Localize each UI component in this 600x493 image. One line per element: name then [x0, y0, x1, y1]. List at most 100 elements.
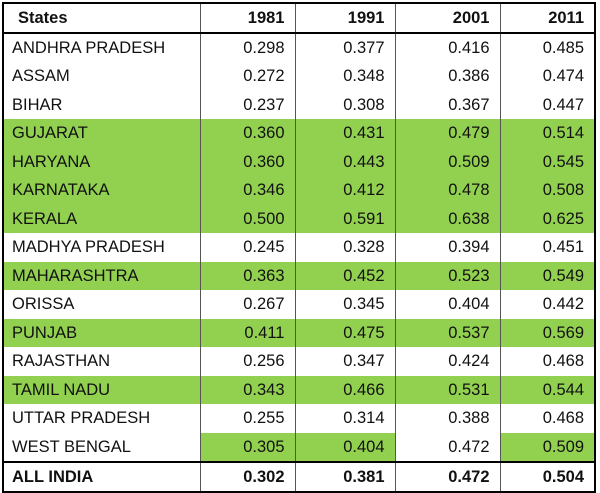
value-cell: 0.447 — [499, 90, 595, 119]
value-cell: 0.314 — [294, 404, 395, 433]
header-cell: 1991 — [294, 3, 395, 34]
state-cell: PUNJAB — [3, 318, 200, 347]
state-cell: ALL INDIA — [3, 460, 200, 492]
value-cell: 0.424 — [394, 347, 500, 376]
value-cell: 0.509 — [499, 432, 595, 462]
value-cell: 0.377 — [294, 33, 395, 62]
table-row: ANDHRA PRADESH 0.298 0.377 0.416 0.485 — [3, 33, 595, 62]
table-row: BIHAR 0.237 0.308 0.367 0.447 — [3, 90, 595, 119]
value-cell: 0.549 — [499, 261, 595, 290]
value-cell: 0.237 — [199, 90, 295, 119]
state-cell: RAJASTHAN — [12, 352, 111, 371]
table-row: MAHARASHTRA 0.363 0.452 0.523 0.549 — [3, 261, 595, 290]
value-cell: 0.343 — [199, 375, 295, 404]
state-cell: KARNATAKA — [3, 176, 200, 205]
header-cell: 2011 — [499, 3, 595, 34]
value-cell: 0.346 — [199, 176, 295, 205]
value-cell: 0.347 — [294, 347, 395, 376]
value-cell: 0.591 — [294, 204, 395, 233]
value-cell: 0.443 — [294, 147, 395, 176]
table-row: MADHYA PRADESH 0.245 0.328 0.394 0.451 — [3, 233, 595, 262]
value-cell: 0.485 — [499, 33, 595, 62]
value-cell: 0.404 — [394, 290, 500, 319]
table-row: GUJARAT 0.360 0.431 0.479 0.514 — [3, 119, 595, 148]
value-cell: 0.245 — [199, 233, 295, 262]
state-cell: ORISSA — [12, 295, 75, 314]
header-cell: States — [3, 3, 200, 34]
value-cell: 0.468 — [499, 404, 595, 433]
value-cell: 0.508 — [499, 176, 595, 205]
value-cell: 0.411 — [199, 318, 295, 347]
value-cell: 0.537 — [394, 318, 500, 347]
value-cell: 0.472 — [394, 460, 500, 492]
table-row: ORISSA 0.267 0.345 0.404 0.442 — [3, 290, 595, 319]
state-cell: ASSAM — [12, 67, 70, 86]
value-cell: 0.360 — [199, 147, 295, 176]
value-cell: 0.394 — [394, 233, 500, 262]
value-cell: 0.569 — [499, 318, 595, 347]
value-cell: 0.298 — [199, 33, 295, 62]
value-cell: 0.360 — [199, 119, 295, 148]
table-row: WEST BENGAL 0.305 0.404 0.472 0.509 — [3, 432, 595, 462]
table-row: KERALA 0.500 0.591 0.638 0.625 — [3, 204, 595, 233]
table-row: UTTAR PRADESH 0.255 0.314 0.388 0.468 — [3, 404, 595, 433]
state-cell: KERALA — [3, 204, 200, 233]
value-cell: 0.367 — [394, 90, 500, 119]
value-cell: 0.404 — [294, 432, 395, 462]
table-row: ASSAM 0.272 0.348 0.386 0.474 — [3, 62, 595, 91]
value-cell: 0.416 — [394, 33, 500, 62]
footer-row: ALL INDIA 0.302 0.381 0.472 0.504 — [3, 460, 595, 492]
state-cell: BIHAR — [12, 95, 63, 114]
value-cell: 0.272 — [199, 62, 295, 91]
header-row: States 1981 1991 2001 2011 — [3, 3, 595, 34]
value-cell: 0.451 — [499, 233, 595, 262]
table-row: TAMIL NADU 0.343 0.466 0.531 0.544 — [3, 375, 595, 404]
value-cell: 0.388 — [394, 404, 500, 433]
value-cell: 0.474 — [499, 62, 595, 91]
state-cell: WEST BENGAL — [12, 437, 131, 456]
value-cell: 0.504 — [499, 460, 595, 492]
state-cell: UTTAR PRADESH — [12, 409, 151, 428]
value-cell: 0.363 — [199, 261, 295, 290]
state-cell: MAHARASHTRA — [3, 261, 200, 290]
state-cell: MADHYA PRADESH — [12, 238, 165, 257]
value-cell: 0.431 — [294, 119, 395, 148]
table-row: RAJASTHAN 0.256 0.347 0.424 0.468 — [3, 347, 595, 376]
value-cell: 0.442 — [499, 290, 595, 319]
value-cell: 0.308 — [294, 90, 395, 119]
table-row: KARNATAKA 0.346 0.412 0.478 0.508 — [3, 176, 595, 205]
value-cell: 0.500 — [199, 204, 295, 233]
value-cell: 0.302 — [199, 460, 295, 492]
value-cell: 0.255 — [199, 404, 295, 433]
state-cell: HARYANA — [3, 147, 200, 176]
value-cell: 0.328 — [294, 233, 395, 262]
value-cell: 0.386 — [394, 62, 500, 91]
header-cell: 1981 — [199, 3, 295, 34]
value-cell: 0.412 — [294, 176, 395, 205]
state-cell: ANDHRA PRADESH — [12, 39, 166, 57]
value-cell: 0.475 — [294, 318, 395, 347]
value-cell: 0.479 — [394, 119, 500, 148]
value-cell: 0.381 — [294, 460, 395, 492]
table-row: PUNJAB 0.411 0.475 0.537 0.569 — [3, 318, 595, 347]
table-row: HARYANA 0.360 0.443 0.509 0.545 — [3, 147, 595, 176]
value-cell: 0.514 — [499, 119, 595, 148]
value-cell: 0.452 — [294, 261, 395, 290]
value-cell: 0.267 — [199, 290, 295, 319]
value-cell: 0.478 — [394, 176, 500, 205]
value-cell: 0.531 — [394, 375, 500, 404]
value-cell: 0.345 — [294, 290, 395, 319]
value-cell: 0.509 — [394, 147, 500, 176]
state-cell: TAMIL NADU — [3, 375, 200, 404]
value-cell: 0.305 — [199, 432, 295, 462]
value-cell: 0.256 — [199, 347, 295, 376]
value-cell: 0.472 — [394, 432, 500, 462]
header-cell: 2001 — [394, 3, 500, 34]
value-cell: 0.545 — [499, 147, 595, 176]
value-cell: 0.468 — [499, 347, 595, 376]
state-cell: GUJARAT — [3, 119, 200, 148]
value-cell: 0.348 — [294, 62, 395, 91]
